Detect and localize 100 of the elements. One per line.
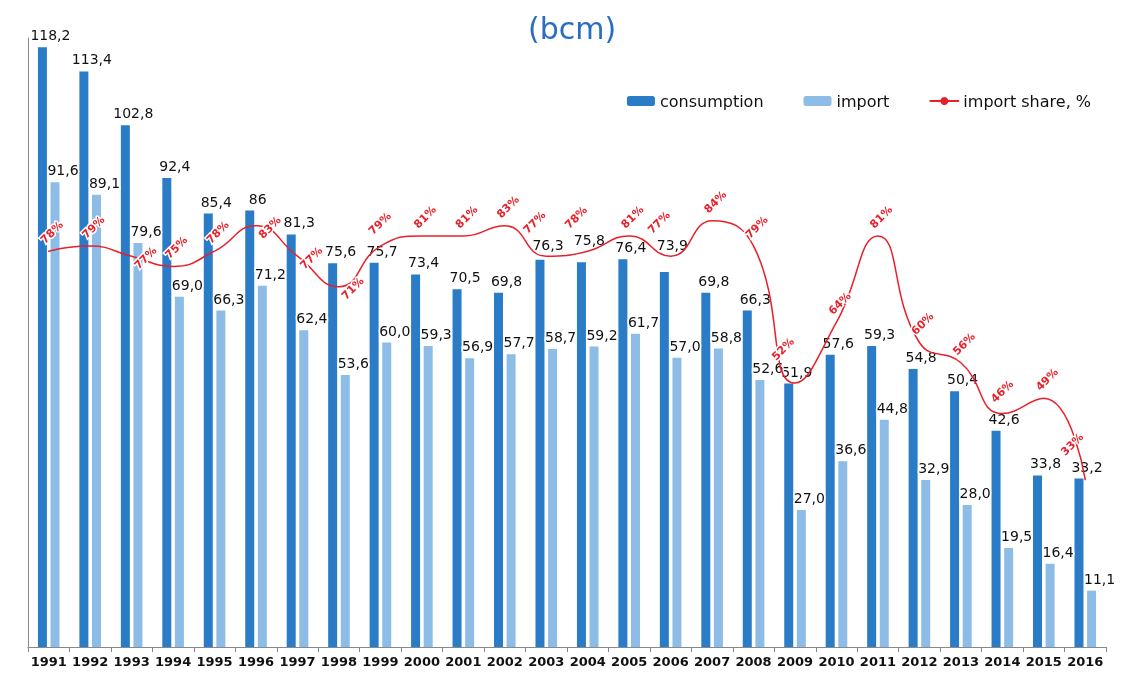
legend-label: consumption [659,91,764,111]
data-label: 86 [248,190,267,207]
bar [369,262,379,647]
bar [286,234,296,647]
bar [465,358,475,647]
x-tick-label: 2016 [1067,654,1104,669]
data-label: 19,5 [1001,528,1033,545]
bar [589,346,599,647]
data-label: 54,8 [905,348,937,365]
bar [713,348,723,647]
bar [838,461,848,647]
data-label: 75,6 [325,243,357,260]
bar [340,374,350,647]
bar [328,263,338,647]
data-label: 59,3 [864,326,896,343]
data-label: 85,4 [200,193,232,210]
bar [672,357,682,647]
data-label: 44,8 [876,399,908,416]
bar [991,430,1001,647]
x-tick-label: 2013 [942,654,979,669]
data-label: 36,6 [835,441,867,458]
data-label: 89,1 [88,174,121,191]
x-tick-label: 2012 [901,654,938,669]
bar [908,368,918,647]
x-tick-label: 2004 [569,654,606,669]
x-tick-label: 1995 [196,654,233,669]
data-label: 58,8 [710,328,742,345]
bar [423,346,433,647]
bar [548,349,558,647]
data-label: 61,7 [627,313,660,330]
data-label: 69,8 [490,272,523,289]
data-label: 42,6 [988,410,1020,427]
bar [120,125,130,647]
data-label: 113,4 [71,51,113,68]
bar [382,342,392,647]
bar [825,354,835,647]
bar [921,480,931,647]
bar [867,346,877,647]
bar [701,292,711,647]
bar [257,285,267,647]
bar [452,289,462,647]
x-tick-label: 1996 [237,654,275,669]
data-label: 73,9 [656,237,688,254]
data-label: 16,4 [1042,543,1074,560]
bar [618,259,628,647]
data-label: 69,0 [171,276,203,293]
data-label: 118,2 [30,27,71,44]
data-label: 62,4 [296,310,328,327]
x-tick-label: 2003 [528,654,565,669]
data-label: 102,8 [113,105,154,122]
x-tick-label: 2000 [403,654,440,669]
x-tick-label: 2007 [694,654,731,669]
x-tick-label: 1993 [113,654,150,669]
data-label: 76,3 [532,237,564,254]
bar [1033,475,1043,647]
data-label: 53,6 [337,354,369,371]
x-tick-label: 2014 [984,654,1021,669]
data-label: 56,9 [462,338,494,355]
bar [1074,478,1084,647]
data-label: 73,4 [408,254,440,271]
bar [299,330,309,647]
data-label: 81,3 [283,214,315,231]
data-label: 92,4 [159,158,191,175]
data-label: 32,9 [918,460,950,477]
bar [576,262,586,647]
bar [755,380,765,647]
data-label: 91,6 [47,162,79,179]
bar [1087,590,1097,647]
legend-label: import [836,91,890,111]
x-tick-label: 2006 [652,654,689,669]
chart-title: (bcm) [527,10,617,46]
data-label: 27,0 [793,489,825,506]
data-label: 57,6 [822,334,854,351]
bar [742,310,752,647]
x-tick-label: 2005 [611,654,648,669]
bar [535,259,545,647]
bar [245,210,255,647]
data-label: 66,3 [213,290,245,307]
data-label: 59,2 [586,326,618,343]
x-tick-label: 1997 [279,654,316,669]
data-label: 76,4 [615,239,647,256]
data-label: 70,5 [449,269,481,286]
bar [1004,548,1014,647]
data-label: 57,7 [503,334,535,351]
data-label: 57,0 [669,337,701,354]
x-tick-label: 2011 [859,654,897,669]
data-label: 75,8 [573,232,606,249]
x-tick-label: 2002 [486,654,523,669]
x-tick-label: 1998 [320,654,358,669]
data-label: 28,0 [959,484,991,501]
bar [950,391,960,647]
bar [1045,563,1055,647]
x-tick-label: 1999 [362,654,399,669]
bar [659,271,669,647]
x-tick-label: 2015 [1025,654,1062,669]
x-tick-label: 2001 [445,654,482,669]
bar [630,333,640,647]
x-tick-label: 1991 [30,654,67,669]
bar [962,504,972,647]
data-label: 71,2 [254,265,286,282]
